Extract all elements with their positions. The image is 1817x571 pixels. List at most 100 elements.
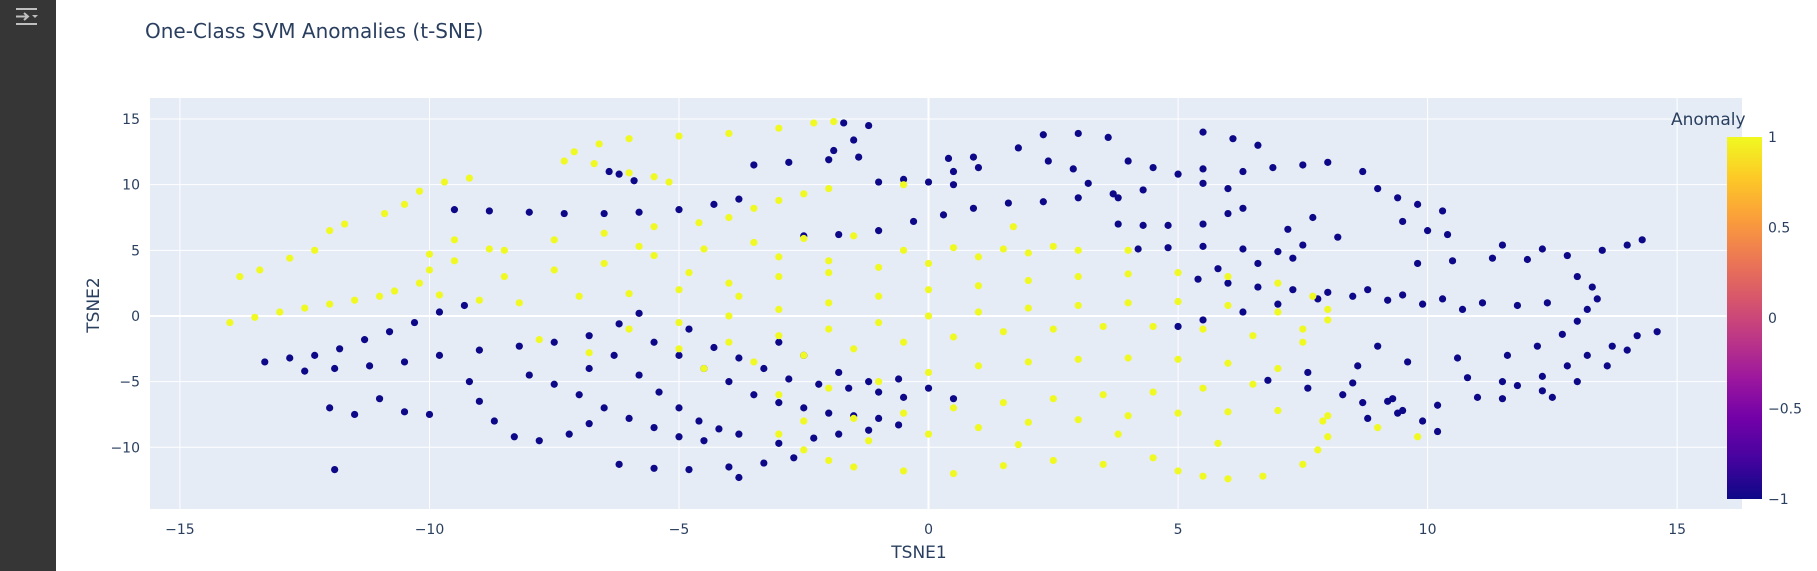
normal-point — [1538, 387, 1546, 395]
normal-point — [735, 354, 743, 362]
anomaly-point — [1224, 408, 1232, 416]
normal-point — [1364, 414, 1372, 422]
normal-point — [311, 351, 319, 359]
anomaly-point — [1324, 412, 1332, 420]
anomaly-point — [326, 300, 334, 308]
normal-point — [625, 414, 633, 422]
normal-point — [675, 206, 683, 214]
normal-point — [1254, 141, 1262, 149]
anomaly-point — [1224, 301, 1232, 310]
anomaly-point — [590, 160, 598, 168]
normal-point — [1224, 185, 1232, 193]
normal-point — [1039, 198, 1047, 206]
anomaly-point — [625, 169, 633, 177]
anomaly-point — [1259, 472, 1267, 480]
normal-point — [835, 430, 843, 438]
anomaly-point — [999, 399, 1007, 407]
normal-point — [1199, 316, 1207, 324]
normal-point — [700, 437, 708, 445]
anomaly-point — [400, 200, 409, 208]
x-axis-title: TSNE1 — [890, 543, 946, 563]
anomaly-point — [825, 185, 833, 193]
normal-point — [1239, 167, 1247, 176]
anomaly-point — [899, 338, 908, 346]
anomaly-point — [1324, 433, 1332, 441]
normal-point — [1399, 217, 1407, 226]
normal-point — [1438, 295, 1447, 303]
anomaly-point — [226, 318, 234, 327]
anomaly-point — [1174, 269, 1182, 277]
anomaly-point — [899, 409, 908, 417]
anomaly-point — [1124, 354, 1132, 362]
x-axis-ticks: −15 −10 −5 0 5 10 15 — [165, 522, 1686, 538]
normal-point — [750, 161, 758, 169]
normal-point — [1239, 308, 1247, 316]
anomaly-point — [415, 187, 424, 195]
normal-point — [1443, 230, 1452, 239]
anomaly-point — [949, 469, 958, 478]
normal-point — [635, 371, 643, 379]
normal-point — [1583, 305, 1591, 314]
anomaly-point — [1174, 467, 1182, 475]
y-axis-ticks: −10 −5 0 5 10 15 — [110, 112, 140, 456]
x-tick-label: 10 — [1419, 522, 1437, 538]
normal-point — [1139, 221, 1147, 229]
normal-point — [1563, 362, 1571, 370]
normal-point — [1264, 376, 1272, 384]
normal-point — [1423, 227, 1432, 235]
x-tick-label: 0 — [924, 522, 933, 538]
normal-point — [1394, 409, 1402, 417]
normal-point — [1069, 165, 1077, 173]
y-axis-title: TSNE2 — [84, 277, 104, 333]
sidebar-expand-icon[interactable] — [10, 2, 46, 34]
normal-point — [1414, 259, 1422, 268]
normal-point — [1044, 157, 1052, 165]
normal-point — [1109, 190, 1117, 198]
normal-point — [1124, 157, 1132, 165]
normal-point — [1074, 129, 1082, 138]
anomaly-point — [600, 259, 608, 268]
normal-point — [1573, 272, 1581, 281]
normal-point — [1149, 163, 1157, 172]
anomaly-point — [1274, 406, 1282, 415]
anomaly-point — [850, 463, 858, 471]
normal-point — [535, 437, 543, 445]
normal-point — [1653, 328, 1661, 336]
normal-point — [1419, 417, 1427, 425]
anomaly-point — [440, 178, 449, 186]
anomaly-point — [899, 246, 908, 254]
anomaly-point — [341, 220, 349, 228]
grid-lines — [150, 98, 1742, 509]
y-tick-label: 0 — [131, 309, 140, 325]
anomaly-point — [375, 292, 384, 300]
normal-point — [1284, 225, 1292, 233]
anomaly-point — [1314, 446, 1322, 454]
normal-point — [600, 209, 608, 218]
anomaly-point — [850, 345, 858, 353]
normal-point — [1419, 300, 1427, 308]
normal-point — [1254, 259, 1262, 268]
normal-point — [800, 404, 808, 412]
anomaly-point — [425, 250, 434, 258]
anomaly-point — [1024, 276, 1032, 285]
normal-point — [1164, 244, 1172, 252]
normal-point — [894, 375, 903, 383]
normal-point — [1299, 241, 1307, 249]
anomaly-point — [775, 253, 783, 261]
normal-point — [635, 208, 643, 216]
anomaly-point — [1049, 242, 1057, 250]
anomaly-point — [1074, 355, 1082, 363]
normal-point — [875, 388, 883, 396]
normal-point — [1174, 170, 1182, 178]
y-tick-label: −10 — [110, 440, 140, 456]
normal-point — [715, 425, 723, 433]
anomaly-point — [485, 245, 493, 253]
normal-point — [1533, 342, 1541, 350]
normal-point — [969, 204, 978, 212]
normal-point — [435, 308, 444, 316]
anomaly-point — [236, 272, 244, 281]
anomaly-point — [1024, 358, 1032, 366]
anomaly-point — [301, 304, 309, 312]
normal-point — [1394, 194, 1402, 202]
normal-point — [865, 121, 873, 130]
